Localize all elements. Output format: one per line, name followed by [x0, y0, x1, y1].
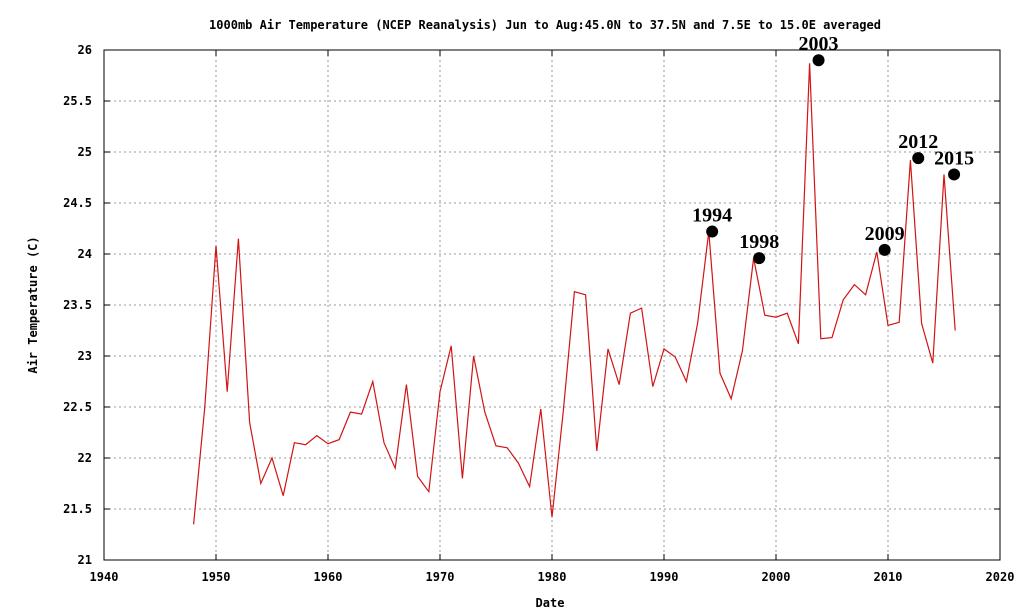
annotation-label-2009: 2009	[865, 223, 905, 245]
y-tick-label: 23	[78, 349, 92, 363]
y-tick-label: 24.5	[63, 196, 92, 210]
x-tick-label: 1980	[538, 570, 567, 584]
x-tick-label: 2000	[762, 570, 791, 584]
annotation-label-1998: 1998	[739, 231, 779, 253]
x-tick-label: 1990	[650, 570, 679, 584]
x-tick-label: 1960	[314, 570, 343, 584]
chart-title: 1000mb Air Temperature (NCEP Reanalysis)…	[209, 18, 881, 32]
x-tick-label: 1950	[202, 570, 231, 584]
y-tick-label: 21	[78, 553, 92, 567]
grid	[104, 50, 1000, 560]
annotation-label-2012: 2012	[898, 131, 938, 153]
annotation-label-2015: 2015	[934, 147, 974, 169]
y-tick-labels: 21 21.5 22 22.5 23 23.5 24 24.5 25 25.5 26	[63, 43, 92, 567]
y-tick-label: 25	[78, 145, 92, 159]
x-tick-labels: 1940 1950 1960 1970 1980 1990 2000 2010 2020	[90, 570, 1015, 584]
annotation-point-2003	[812, 54, 825, 67]
annotation-label-2003: 2003	[799, 33, 839, 55]
y-tick-label: 25.5	[63, 94, 92, 108]
annotation-point-1994	[706, 225, 719, 238]
y-tick-label: 22.5	[63, 400, 92, 414]
x-tick-label: 1970	[426, 570, 455, 584]
annotation-point-1998	[753, 252, 766, 265]
annotation-point-2015	[948, 168, 961, 181]
tick-marks	[103, 49, 1001, 561]
temperature-series-line	[193, 63, 956, 525]
y-tick-label: 24	[78, 247, 92, 261]
y-tick-label: 23.5	[63, 298, 92, 312]
annotation-point-2009	[878, 243, 891, 256]
x-tick-label: 1940	[90, 570, 119, 584]
y-tick-label: 21.5	[63, 502, 92, 516]
annotation-label-1994: 1994	[692, 205, 732, 227]
x-tick-label: 2010	[874, 570, 903, 584]
y-tick-label: 22	[78, 451, 92, 465]
y-tick-label: 26	[78, 43, 92, 57]
y-axis-label: Air Temperature (C)	[26, 236, 40, 373]
x-axis-label: Date	[536, 596, 565, 610]
x-tick-label: 2020	[986, 570, 1015, 584]
annotation-point-2012	[912, 152, 925, 165]
